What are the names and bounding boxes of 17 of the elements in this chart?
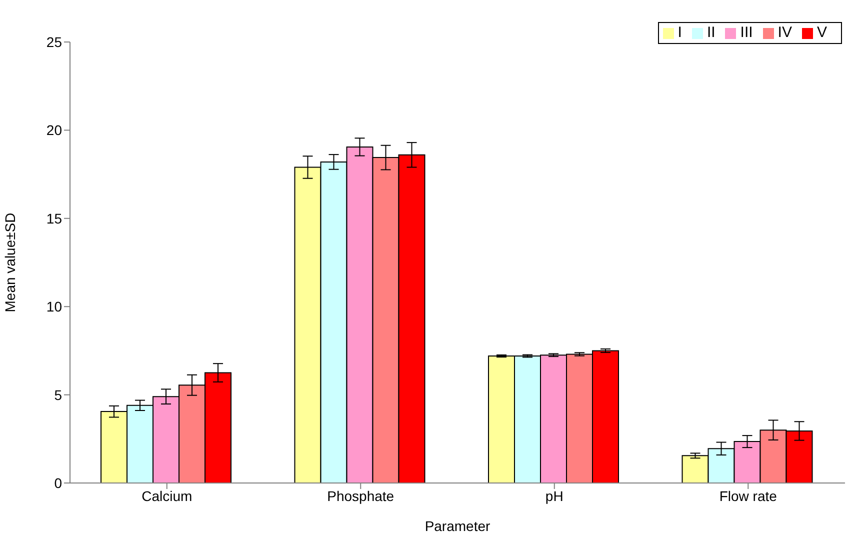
y-tick-label: 10 (46, 298, 62, 315)
x-tick-label: Phosphate (327, 488, 394, 504)
x-axis-title: Parameter (424, 518, 491, 534)
legend-label: II (706, 24, 716, 41)
x-tick-label: Calcium (142, 488, 192, 504)
legend-label: V (816, 24, 827, 41)
x-tick-label: pH (545, 488, 564, 504)
y-tick-label: 15 (46, 210, 62, 226)
legend-label: III (740, 24, 753, 41)
legend-label: I (678, 24, 682, 41)
y-tick-label: 20 (46, 122, 62, 138)
x-tick-label: Flow rate (719, 488, 778, 504)
legend-label: IV (778, 24, 792, 41)
y-tick-label: 5 (54, 386, 62, 403)
y-tick-label: 25 (46, 34, 62, 50)
y-axis-title: Mean value±SD (2, 212, 18, 312)
y-tick-label: 0 (54, 474, 62, 491)
